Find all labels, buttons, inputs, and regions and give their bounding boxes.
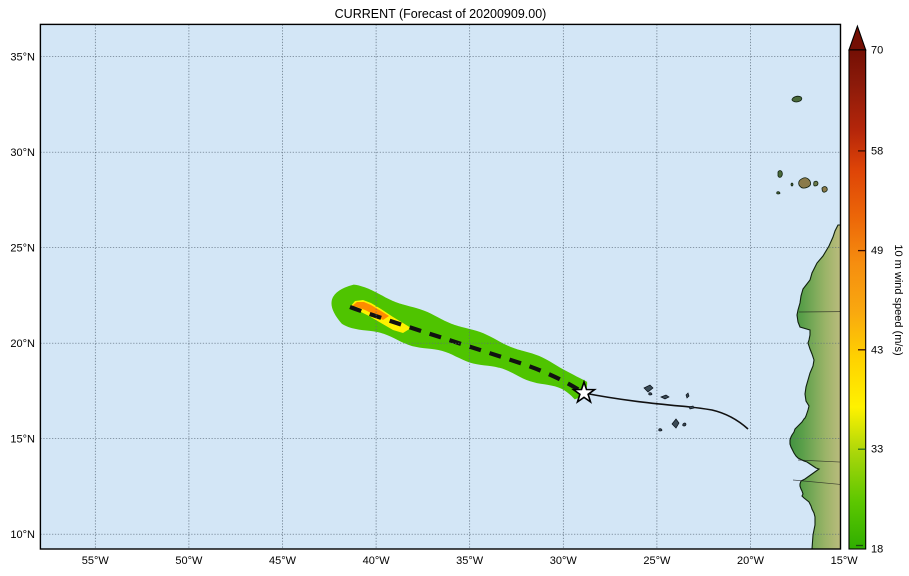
svg-text:15°W: 15°W (831, 555, 859, 567)
svg-text:20°N: 20°N (10, 338, 35, 350)
svg-text:15°N: 15°N (10, 434, 35, 446)
svg-text:30°N: 30°N (10, 147, 35, 159)
svg-text:35°W: 35°W (456, 555, 484, 567)
svg-text:25°N: 25°N (10, 243, 35, 255)
svg-text:10°N: 10°N (10, 529, 35, 541)
svg-text:10 m wind speed (m/s): 10 m wind speed (m/s) (892, 244, 904, 355)
svg-text:58: 58 (871, 146, 883, 158)
svg-text:35°N: 35°N (10, 52, 35, 64)
svg-text:55°W: 55°W (82, 555, 110, 567)
svg-text:50°W: 50°W (175, 555, 203, 567)
svg-text:43: 43 (871, 345, 883, 357)
svg-text:33: 33 (871, 444, 883, 456)
svg-text:40°W: 40°W (363, 555, 391, 567)
svg-text:25°W: 25°W (643, 555, 671, 567)
svg-text:18: 18 (871, 544, 883, 556)
svg-text:30°W: 30°W (550, 555, 578, 567)
svg-text:20°W: 20°W (737, 555, 765, 567)
svg-text:45°W: 45°W (269, 555, 297, 567)
svg-text:CURRENT (Forecast of 20200909.: CURRENT (Forecast of 20200909.00) (335, 7, 547, 21)
svg-text:49: 49 (871, 245, 883, 257)
svg-text:70: 70 (871, 45, 883, 57)
